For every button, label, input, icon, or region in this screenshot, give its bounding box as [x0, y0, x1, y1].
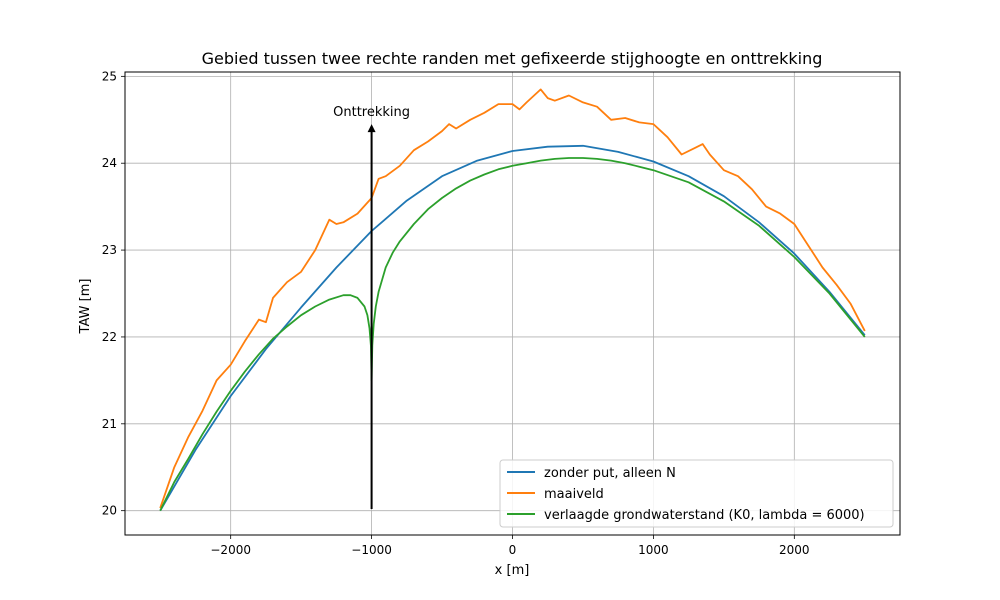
legend-label-1: maaiveld: [544, 487, 604, 502]
legend-box: [499, 459, 894, 528]
x-tick-label: 1000: [638, 543, 669, 557]
x-axis-label: x [m]: [495, 563, 530, 578]
y-tick-label: 24: [102, 156, 117, 170]
y-axis-label: TAW [m]: [78, 279, 93, 335]
x-tick-label: 0: [509, 543, 517, 557]
ticks: −2000 −1000 0 1000 2000 20 21 22 23 24 25: [102, 69, 810, 557]
annotation-layer: Onttrekking: [333, 105, 410, 509]
annotation-label: Onttrekking: [333, 105, 410, 120]
y-tick-label: 25: [102, 69, 117, 83]
legend-label-0: zonder put, alleen N: [544, 466, 676, 481]
legend-label-2: verlaagde grondwaterstand (K0, lambda = …: [544, 508, 865, 523]
x-tick-label: −1000: [351, 543, 392, 557]
x-tick-label: 2000: [779, 543, 810, 557]
y-tick-label: 20: [102, 504, 117, 518]
x-tick-label: −2000: [210, 543, 251, 557]
chart-title: Gebied tussen twee rechte randen met gef…: [202, 49, 823, 68]
legend: zonder put, alleen N maaiveld verlaagde gr…: [499, 459, 894, 528]
annotation-arrow-head: [367, 124, 376, 133]
series-line-1: [159, 88, 866, 509]
y-tick-label: 22: [102, 330, 117, 344]
y-tick-label: 23: [102, 243, 117, 257]
y-tick-label: 21: [102, 417, 117, 431]
series-line-2: [159, 157, 866, 512]
series-layer: [159, 88, 866, 512]
